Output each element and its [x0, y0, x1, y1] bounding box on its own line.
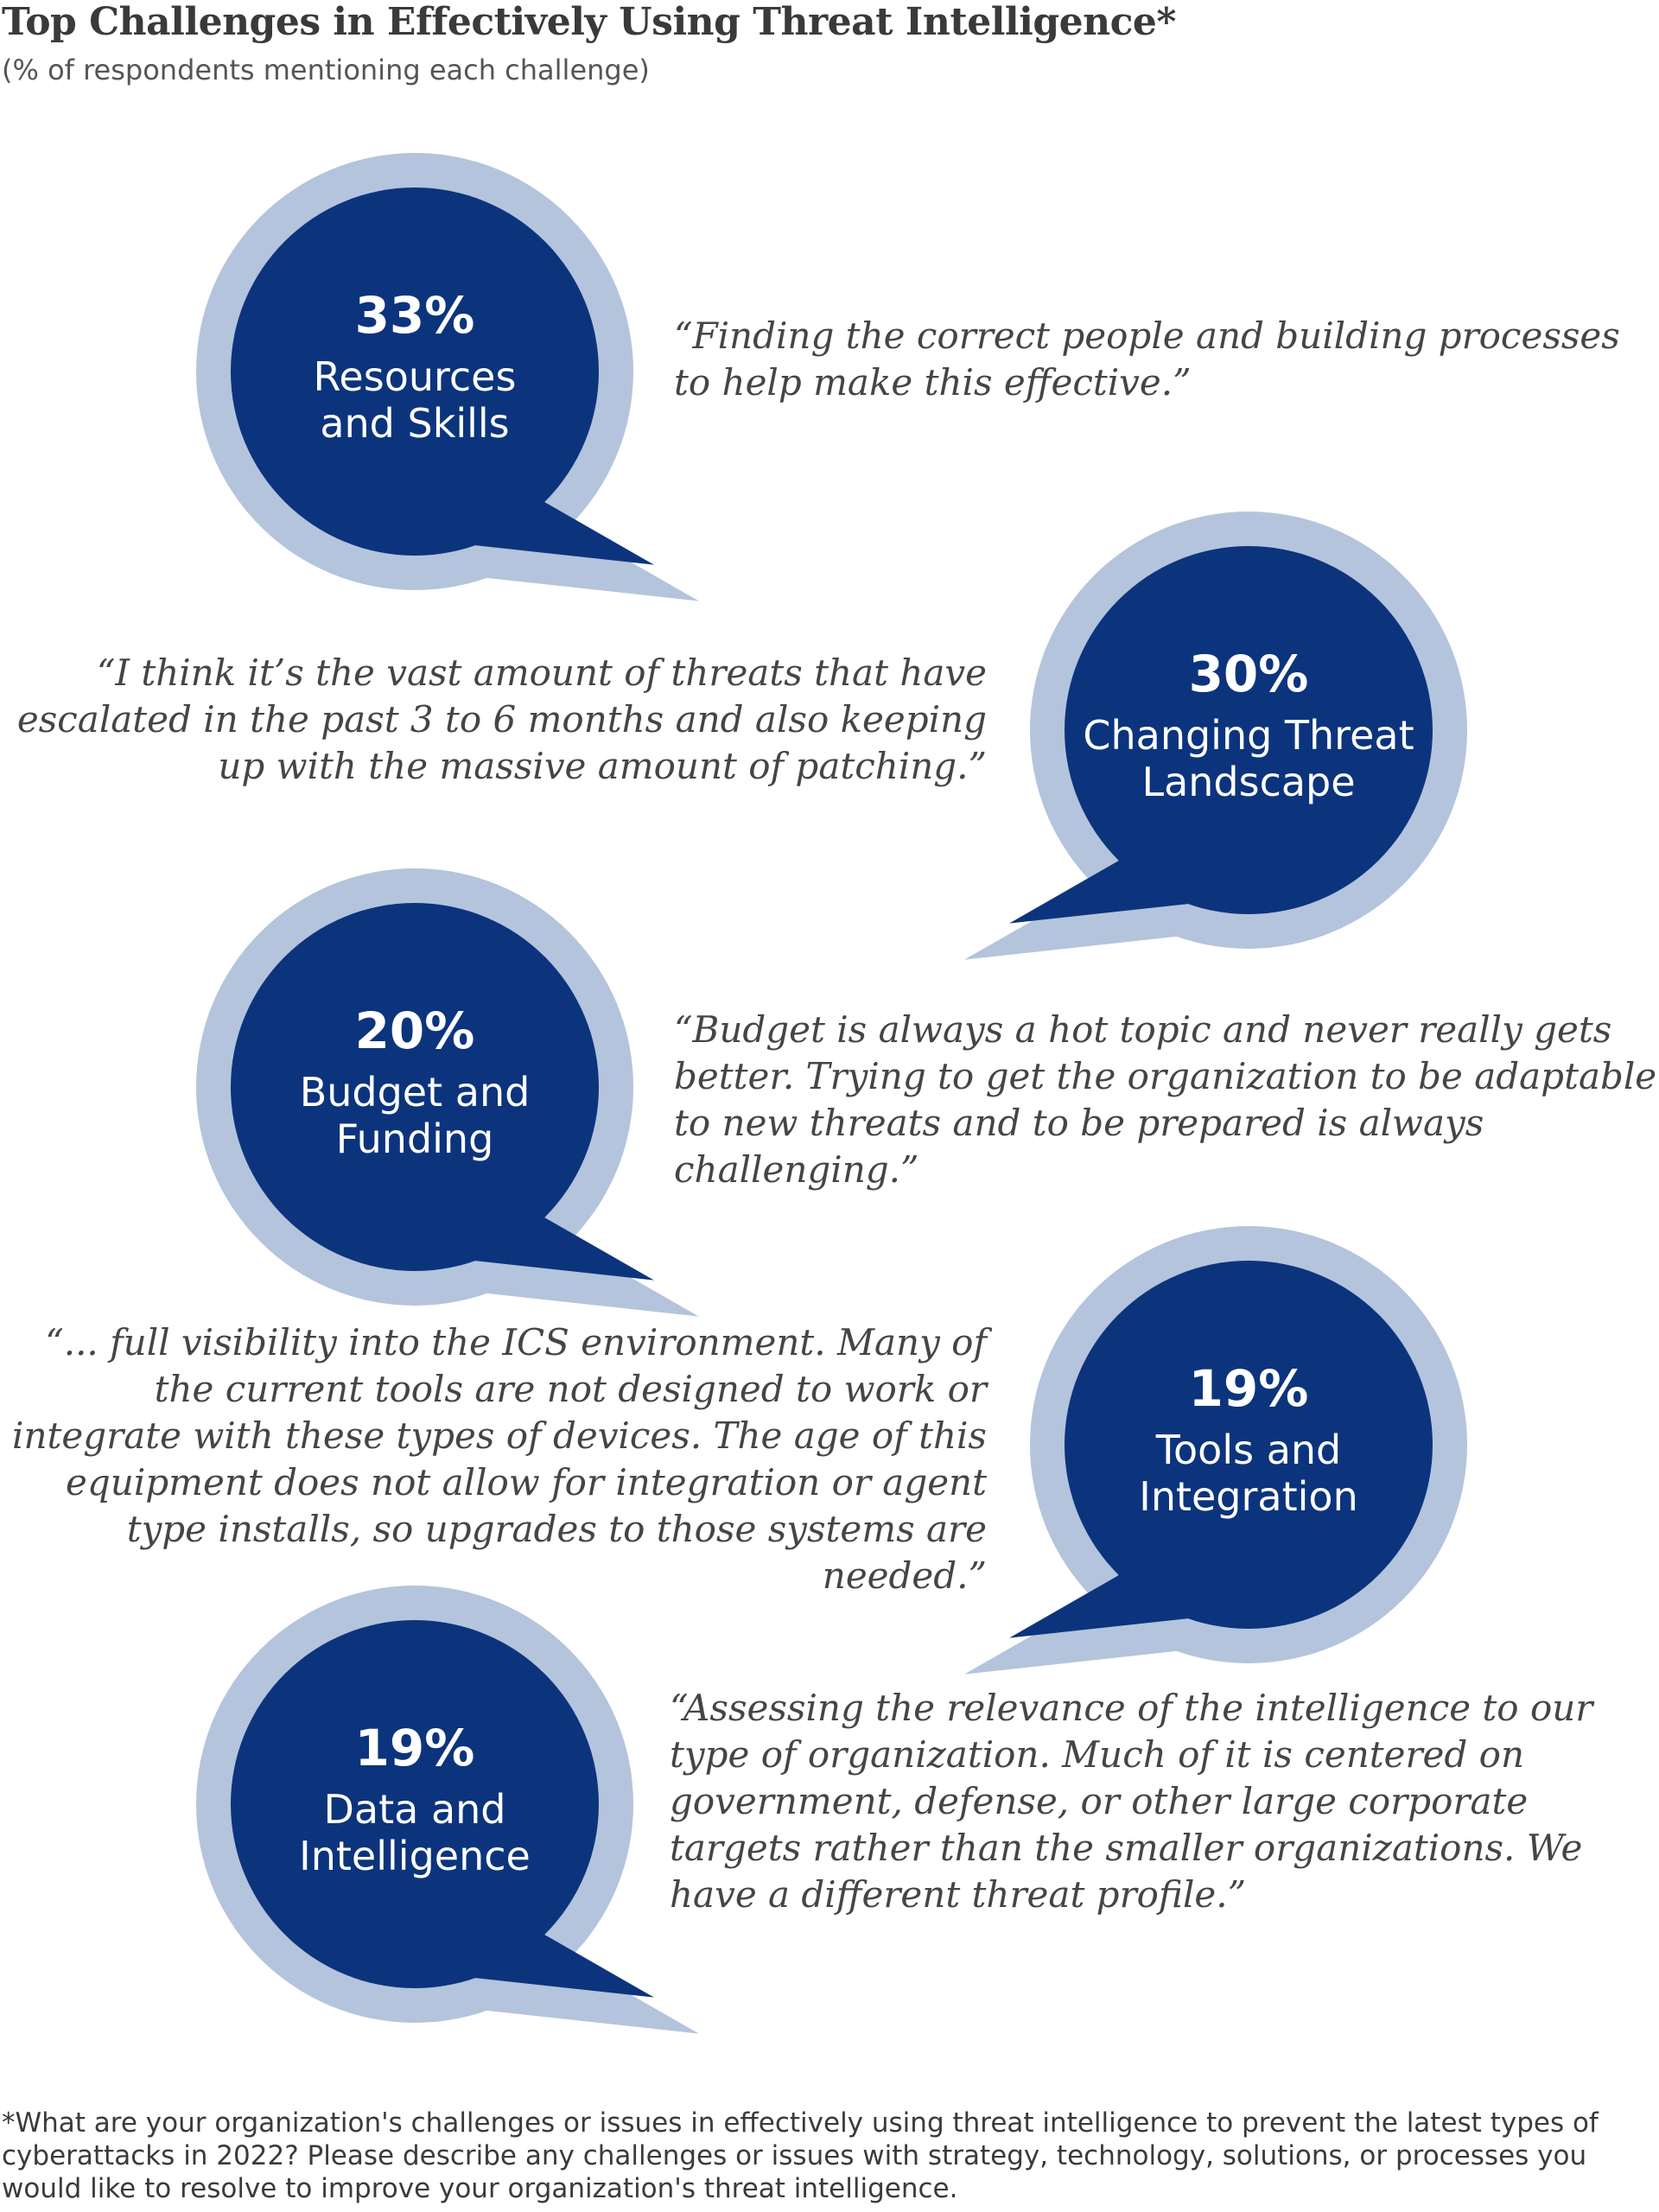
- bubble-label-line: Changing Threat: [1083, 712, 1414, 759]
- bubble-label-line: Budget and: [300, 1069, 531, 1116]
- bubble-percent: 30%: [1189, 645, 1309, 703]
- bubble-label-line: Resources: [314, 353, 517, 400]
- quote-2: “I think it’s the vast amount of threats…: [16, 652, 987, 787]
- bubble-percent: 20%: [355, 1001, 475, 1060]
- bubble-label-line: Integration: [1139, 1473, 1357, 1520]
- bubble-core: [1065, 1261, 1433, 1629]
- chart-subtitle: (% of respondents mentioning each challe…: [2, 54, 650, 86]
- quote-5: “Assessing the relevance of the intellig…: [670, 1687, 1593, 1916]
- bubble-percent: 19%: [355, 1719, 475, 1777]
- bubble-core: [1065, 546, 1433, 914]
- quote-4: “... full visibility into the ICS enviro…: [12, 1321, 987, 1597]
- bubble-label-line: Data and: [324, 1786, 506, 1833]
- footnote: *What are your organization's challenges…: [2, 2107, 1599, 2204]
- bubble-label-line: Funding: [336, 1116, 494, 1162]
- bubble-core: [231, 1620, 599, 1988]
- quote-1: “Finding the correct people and building…: [674, 315, 1620, 404]
- bubble-label-line: Tools and: [1155, 1427, 1341, 1473]
- bubble-percent: 19%: [1189, 1359, 1309, 1418]
- bubble-label-line: and Skills: [320, 400, 509, 447]
- chart-title: Top Challenges in Effectively Using Thre…: [2, 0, 1176, 44]
- bubble-label-line: Landscape: [1141, 759, 1355, 805]
- bubble-core: [231, 188, 599, 556]
- bubble-percent: 33%: [355, 286, 475, 345]
- quote-3: “Budget is always a hot topic and never …: [674, 1008, 1657, 1191]
- bubble-label-line: Intelligence: [299, 1833, 531, 1879]
- bubble-core: [231, 903, 599, 1271]
